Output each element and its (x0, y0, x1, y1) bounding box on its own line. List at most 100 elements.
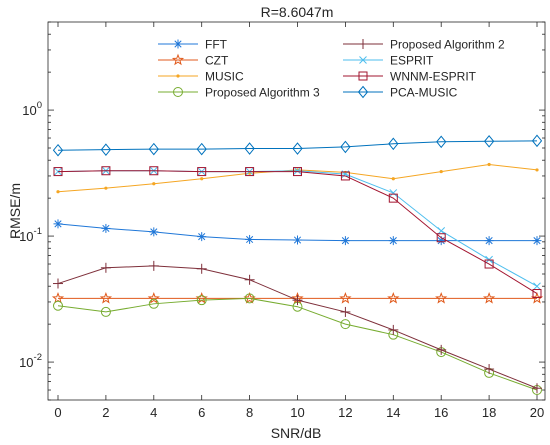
legend-label: ESPRIT (390, 54, 434, 68)
x-tick-label: 8 (246, 405, 253, 420)
data-point-music (104, 186, 108, 190)
data-point-pca-music (483, 135, 495, 148)
data-point-proposed-algorithm-3 (148, 298, 159, 309)
x-tick-label: 14 (386, 405, 400, 420)
legend-entry-music: MUSIC (158, 70, 244, 84)
x-tick-label: 0 (54, 405, 61, 420)
data-point-proposed-algorithm-2 (292, 295, 303, 306)
legend-label: Proposed Algorithm 2 (390, 38, 505, 52)
data-point-czt (243, 291, 256, 304)
data-point-esprit (389, 189, 398, 197)
data-point-proposed-algorithm-2 (340, 306, 351, 317)
data-point-czt (99, 291, 113, 304)
data-point-czt (387, 291, 400, 304)
data-point-wnnm-esprit (245, 167, 255, 177)
data-point-pca-music (340, 140, 351, 154)
axes-layer: 0 2 4 6 8 10 12 14 16 18 20 10-2 10-1 100 (19, 21, 545, 420)
plot-area (47, 21, 546, 401)
data-point-pca-music (388, 137, 399, 151)
data-point-proposed-algorithm-2 (100, 262, 111, 273)
data-point-wnnm-esprit (149, 166, 159, 176)
data-point-fft (245, 234, 255, 244)
legend-entry-esprit: ESPRIT (343, 54, 434, 68)
data-point-esprit (293, 166, 302, 175)
x-axis-label: SNR/dB (271, 425, 322, 441)
legend-marker (171, 53, 185, 66)
data-point-pca-music (244, 142, 255, 155)
data-point-proposed-algorithm-2 (196, 263, 207, 274)
data-point-proposed-algorithm-2 (484, 364, 495, 375)
data-point-music (535, 168, 539, 172)
legend-label: FFT (205, 38, 228, 52)
data-point-fft (149, 227, 159, 237)
series-line-pca-music (57, 140, 538, 151)
data-point-fft (197, 232, 207, 242)
series-layer (51, 134, 544, 396)
data-point-wnnm-esprit (484, 259, 494, 269)
data-point-proposed-algorithm-3 (100, 306, 111, 317)
data-point-wnnm-esprit (101, 166, 111, 176)
data-point-proposed-algorithm-2 (532, 383, 542, 394)
legend-entry-fft: FFT (158, 38, 228, 52)
data-point-fft (53, 219, 63, 229)
series-proposed-algorithm-2 (53, 260, 542, 394)
legend-label: PCA-MUSIC (390, 86, 458, 100)
y-tick-label: 10-2 (19, 352, 42, 370)
data-point-fft (101, 223, 111, 233)
data-point-esprit (54, 167, 62, 176)
y-tick-label: 10-1 (19, 226, 42, 244)
y-tick-label: 100 (22, 100, 42, 118)
data-point-wnnm-esprit (388, 193, 398, 203)
data-point-wnnm-esprit (340, 171, 350, 181)
data-point-music (56, 190, 60, 194)
legend-marker (359, 56, 367, 64)
legend-label: WNNM-ESPRIT (390, 70, 477, 84)
data-point-czt (147, 291, 160, 304)
data-point-proposed-algorithm-3 (53, 300, 63, 311)
data-point-proposed-algorithm-2 (436, 344, 447, 355)
data-point-music (487, 162, 491, 167)
data-point-proposed-algorithm-3 (340, 319, 351, 330)
legend-label: Proposed Algorithm 3 (205, 86, 320, 100)
legend-marker (176, 74, 180, 78)
x-tick-label: 18 (482, 405, 496, 420)
data-point-esprit (533, 282, 541, 291)
legend-entry-pca-music: PCA-MUSIC (343, 86, 458, 100)
data-point-proposed-algorithm-2 (53, 278, 63, 289)
legend-label: CZT (205, 54, 229, 68)
data-point-fft (293, 235, 302, 245)
x-tick-label: 6 (198, 405, 205, 420)
data-point-fft (532, 236, 542, 246)
legend-marker (357, 85, 369, 99)
data-point-wnnm-esprit (53, 167, 63, 177)
data-point-music (439, 169, 443, 174)
data-point-pca-music (100, 143, 112, 156)
data-point-proposed-algorithm-3 (244, 293, 255, 304)
data-point-proposed-algorithm-2 (148, 260, 159, 271)
legend: FFT Proposed Algorithm 2 CZT ESPRIT MUSIC WNN… (158, 38, 505, 100)
series-line-proposed-algorithm-3 (57, 297, 538, 391)
y-axis-label: RMSE/m (7, 183, 23, 239)
data-point-proposed-algorithm-2 (244, 274, 255, 285)
data-point-music (200, 177, 204, 181)
data-point-pca-music (52, 143, 64, 157)
data-point-czt (482, 291, 496, 304)
x-tick-label: 20 (530, 405, 544, 420)
data-point-fft (388, 236, 398, 246)
data-point-pca-music (148, 142, 159, 156)
data-point-pca-music (436, 135, 447, 149)
legend-entry-proposed-algorithm-3: Proposed Algorithm 3 (158, 86, 320, 100)
data-point-czt (51, 291, 65, 304)
data-point-czt (435, 291, 448, 304)
legend-marker (358, 71, 368, 81)
series-pca-music (52, 134, 543, 157)
data-point-fft (340, 236, 350, 246)
data-point-proposed-algorithm-2 (388, 324, 399, 335)
data-point-music (152, 182, 156, 186)
series-fft (53, 219, 542, 246)
x-tick-label: 2 (102, 405, 109, 420)
data-point-fft (484, 236, 494, 246)
legend-entry-proposed-algorithm-2: Proposed Algorithm 2 (343, 38, 505, 52)
x-tick-label: 10 (290, 405, 304, 420)
